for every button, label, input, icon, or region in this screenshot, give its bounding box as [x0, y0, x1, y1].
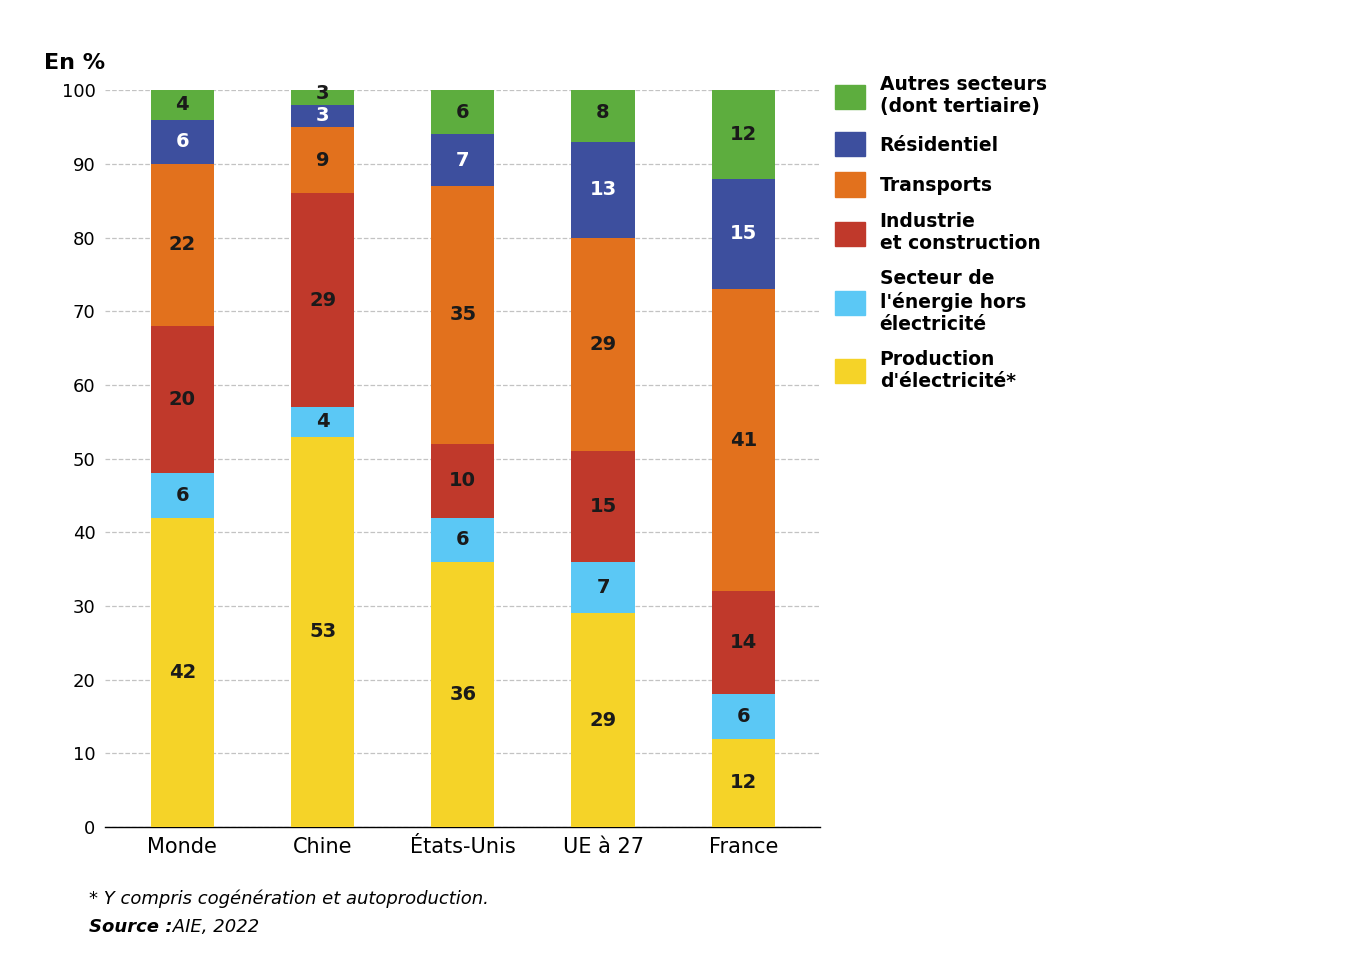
Legend: Autres secteurs
(dont tertiaire), Résidentiel, Transports, Industrie
et construc: Autres secteurs (dont tertiaire), Réside…	[834, 76, 1047, 391]
Text: 8: 8	[596, 103, 610, 122]
Bar	[571, 82, 634, 142]
Text: 12: 12	[730, 773, 756, 792]
Bar	[432, 517, 495, 561]
Bar	[290, 127, 353, 194]
Text: 15: 15	[730, 224, 756, 243]
Text: 4: 4	[315, 412, 329, 431]
Text: 6: 6	[456, 530, 470, 549]
Text: 13: 13	[589, 180, 616, 199]
Bar	[151, 326, 214, 473]
Text: 15: 15	[589, 497, 616, 516]
Bar	[571, 613, 634, 827]
Bar	[432, 444, 495, 517]
Text: 6: 6	[456, 103, 470, 122]
Text: 6: 6	[175, 486, 189, 505]
Text: 29: 29	[589, 335, 616, 354]
Bar	[711, 289, 775, 591]
Bar	[290, 194, 353, 407]
Text: 6: 6	[737, 707, 749, 726]
Text: 6: 6	[175, 132, 189, 151]
Bar	[711, 178, 775, 289]
Bar	[290, 82, 353, 105]
Bar	[151, 120, 214, 164]
Text: 14: 14	[730, 633, 756, 652]
Text: 29: 29	[589, 711, 616, 730]
Bar	[432, 134, 495, 186]
Bar	[432, 561, 495, 827]
Text: 4: 4	[175, 96, 189, 114]
Text: 9: 9	[316, 150, 329, 170]
Text: 42: 42	[169, 663, 196, 682]
Text: 20: 20	[169, 390, 196, 409]
Bar	[290, 407, 353, 437]
Text: 7: 7	[596, 578, 610, 597]
Bar	[290, 105, 353, 127]
Bar	[571, 451, 634, 561]
Text: 10: 10	[449, 471, 477, 490]
Text: 12: 12	[730, 125, 756, 144]
Text: 3: 3	[316, 84, 329, 103]
Bar	[151, 164, 214, 326]
Bar	[711, 739, 775, 827]
Bar	[290, 437, 353, 827]
Bar	[151, 90, 214, 120]
Text: En %: En %	[44, 54, 105, 74]
Bar	[571, 238, 634, 451]
Text: 41: 41	[730, 431, 756, 449]
Bar	[571, 142, 634, 238]
Bar	[711, 591, 775, 695]
Bar	[151, 517, 214, 827]
Text: * Y compris cogénération et autoproduction.: * Y compris cogénération et autoproducti…	[89, 889, 489, 907]
Text: 35: 35	[449, 306, 477, 325]
Bar	[432, 186, 495, 444]
Bar	[432, 90, 495, 134]
Text: 36: 36	[449, 685, 477, 704]
Text: 22: 22	[169, 236, 196, 255]
Bar	[571, 561, 634, 613]
Text: AIE, 2022: AIE, 2022	[167, 918, 259, 936]
Text: 3: 3	[316, 106, 329, 125]
Text: 29: 29	[310, 290, 336, 309]
Bar	[711, 695, 775, 739]
Text: Source :: Source :	[89, 918, 173, 936]
Bar	[711, 90, 775, 178]
Text: 7: 7	[456, 150, 470, 170]
Text: 53: 53	[310, 623, 336, 641]
Bar	[151, 473, 214, 517]
